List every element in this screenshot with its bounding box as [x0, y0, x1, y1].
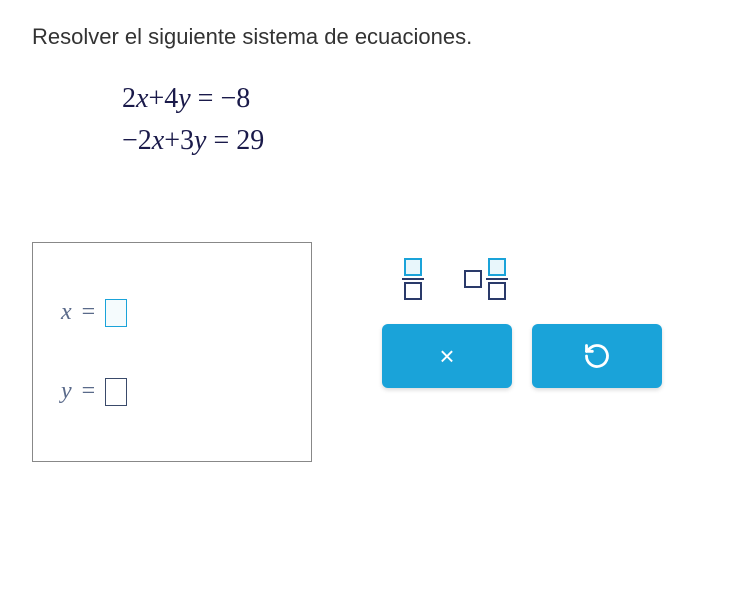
rhs: 29	[236, 125, 264, 156]
fraction-icon	[486, 258, 508, 300]
coef: 3	[180, 125, 194, 156]
var: x	[136, 83, 148, 114]
coef: −2	[122, 125, 152, 156]
coef: 4	[164, 83, 178, 114]
format-tools	[372, 242, 672, 324]
clear-button[interactable]: ×	[382, 324, 512, 388]
var: x	[152, 125, 164, 156]
op: +	[164, 125, 180, 156]
answer-box: x = y =	[32, 242, 312, 462]
equals: =	[213, 125, 229, 156]
rhs: −8	[220, 83, 250, 114]
y-label: y	[61, 378, 72, 405]
reset-icon	[583, 342, 611, 370]
equation-1: 2x+4y = −8	[122, 78, 717, 120]
var: y	[178, 83, 190, 114]
x-label: x	[61, 299, 72, 326]
close-icon: ×	[439, 341, 454, 372]
x-answer-row: x =	[61, 299, 283, 327]
equals: =	[82, 299, 96, 326]
answer-area: x = y =	[32, 242, 717, 462]
equals: =	[198, 83, 214, 114]
reset-button[interactable]	[532, 324, 662, 388]
y-answer-row: y =	[61, 378, 283, 406]
action-buttons: ×	[372, 324, 672, 388]
whole-box-icon	[464, 270, 482, 288]
equation-2: −2x+3y = 29	[122, 120, 717, 162]
fraction-icon	[402, 258, 424, 300]
mixed-number-button[interactable]	[464, 258, 508, 300]
x-input[interactable]	[105, 299, 127, 327]
toolbar: ×	[372, 242, 672, 388]
coef: 2	[122, 83, 136, 114]
question-prompt: Resolver el siguiente sistema de ecuacio…	[32, 24, 717, 50]
equation-system: 2x+4y = −8 −2x+3y = 29	[122, 78, 717, 162]
y-input[interactable]	[105, 378, 127, 406]
var: y	[194, 125, 206, 156]
equals: =	[82, 378, 96, 405]
fraction-button[interactable]	[402, 258, 424, 300]
op: +	[148, 83, 164, 114]
